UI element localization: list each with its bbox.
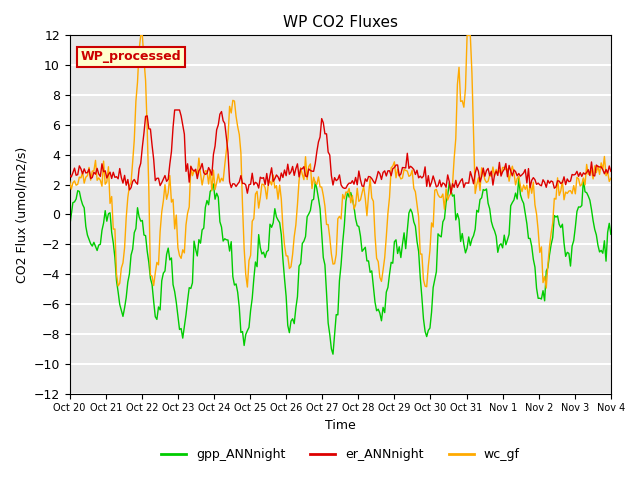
X-axis label: Time: Time [325, 419, 356, 432]
Legend: gpp_ANNnight, er_ANNnight, wc_gf: gpp_ANNnight, er_ANNnight, wc_gf [156, 443, 525, 466]
Title: WP CO2 Fluxes: WP CO2 Fluxes [283, 15, 398, 30]
Text: WP_processed: WP_processed [81, 50, 181, 63]
Y-axis label: CO2 Flux (umol/m2/s): CO2 Flux (umol/m2/s) [15, 146, 28, 283]
